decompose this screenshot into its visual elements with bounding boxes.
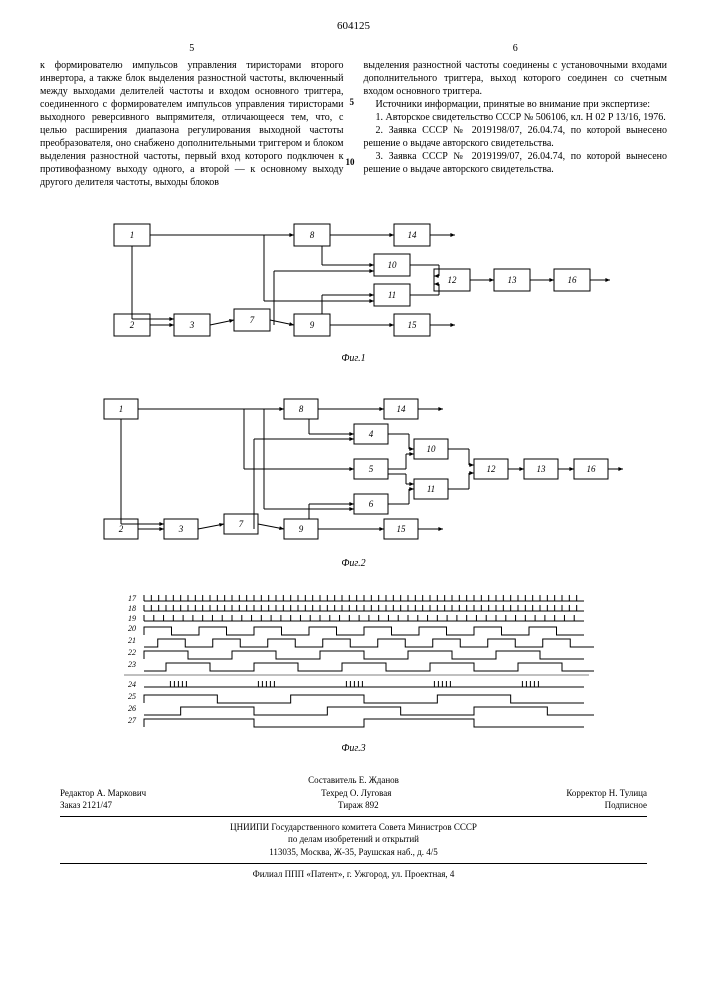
- svg-text:24: 24: [128, 680, 136, 689]
- order: Заказ 2121/47: [60, 799, 112, 812]
- svg-text:4: 4: [368, 429, 373, 439]
- composer: Составитель Е. Жданов: [40, 774, 667, 787]
- svg-text:14: 14: [396, 404, 406, 414]
- svg-text:8: 8: [309, 230, 314, 240]
- svg-text:8: 8: [298, 404, 303, 414]
- org2: по делам изобретений и открытий: [40, 833, 667, 846]
- svg-text:1: 1: [118, 404, 123, 414]
- svg-text:3: 3: [177, 524, 183, 534]
- svg-text:15: 15: [407, 320, 417, 330]
- footer: Составитель Е. Жданов Редактор А. Марков…: [40, 774, 667, 880]
- svg-text:10: 10: [426, 444, 436, 454]
- svg-text:16: 16: [586, 464, 596, 474]
- svg-text:27: 27: [128, 716, 137, 725]
- corrector: Корректор Н. Тулица: [566, 787, 647, 800]
- tirage: Тираж 892: [338, 799, 379, 812]
- svg-text:26: 26: [128, 704, 136, 713]
- svg-text:7: 7: [249, 315, 254, 325]
- figure-3: 17181920 21 22 23 24 25 26 27: [114, 589, 594, 739]
- addr1: 113035, Москва, Ж-35, Раушская наб., д. …: [40, 846, 667, 859]
- svg-text:5: 5: [368, 464, 373, 474]
- svg-text:21: 21: [128, 636, 136, 645]
- svg-text:15: 15: [396, 524, 406, 534]
- svg-text:25: 25: [128, 692, 136, 701]
- svg-text:11: 11: [426, 484, 434, 494]
- text-columns: 5 к формирователю импульсов управления т…: [40, 42, 667, 189]
- right-column: 5 10 6 выделения разностной частоты соед…: [364, 42, 668, 189]
- svg-text:2: 2: [129, 320, 134, 330]
- right-text-4: 2. Заявка СССР № 2019198/07, 26.04.74, п…: [364, 124, 668, 150]
- svg-text:12: 12: [486, 464, 496, 474]
- fig3-label: Фиг.3: [40, 743, 667, 754]
- svg-text:6: 6: [368, 499, 373, 509]
- svg-text:2: 2: [118, 524, 123, 534]
- left-col-number: 5: [40, 42, 344, 55]
- figure-1: 12378910111213141516: [94, 209, 614, 349]
- doc-number: 604125: [40, 20, 667, 32]
- addr2: Филиал ППП «Патент», г. Ужгород, ул. Про…: [40, 868, 667, 881]
- org1: ЦНИИПИ Государственного комитета Совета …: [40, 821, 667, 834]
- svg-text:3: 3: [188, 320, 194, 330]
- svg-text:11: 11: [387, 290, 395, 300]
- sub: Подписное: [605, 799, 647, 812]
- svg-text:16: 16: [567, 275, 577, 285]
- svg-text:19: 19: [128, 614, 136, 623]
- line-marker-10: 10: [346, 157, 355, 169]
- svg-text:12: 12: [447, 275, 457, 285]
- tech: Техред О. Луговая: [321, 787, 391, 800]
- svg-text:22: 22: [128, 648, 136, 657]
- right-text-2: Источники информации, принятые во вниман…: [364, 98, 668, 111]
- svg-text:9: 9: [298, 524, 303, 534]
- right-text-1: выделения разностной частоты соединены с…: [364, 59, 668, 98]
- right-text-3: 1. Авторское свидетельство СССР № 506106…: [364, 111, 668, 124]
- svg-text:7: 7: [238, 519, 243, 529]
- svg-text:13: 13: [536, 464, 546, 474]
- svg-text:13: 13: [507, 275, 517, 285]
- svg-text:18: 18: [128, 604, 136, 613]
- svg-text:1: 1: [129, 230, 134, 240]
- left-column: 5 к формирователю импульсов управления т…: [40, 42, 344, 189]
- svg-text:23: 23: [128, 660, 136, 669]
- line-marker-5: 5: [350, 97, 355, 109]
- fig2-label: Фиг.2: [40, 558, 667, 569]
- right-text-5: 3. Заявка СССР № 2019199/07, 26.04.74, п…: [364, 150, 668, 176]
- svg-text:20: 20: [128, 624, 136, 633]
- svg-text:14: 14: [407, 230, 417, 240]
- fig1-label: Фиг.1: [40, 353, 667, 364]
- right-col-number: 6: [364, 42, 668, 55]
- left-col-text: к формирователю импульсов управления тир…: [40, 59, 344, 189]
- figure-2: 12345678910111213141516: [84, 384, 624, 554]
- svg-text:17: 17: [128, 594, 137, 603]
- svg-text:9: 9: [309, 320, 314, 330]
- editor: Редактор А. Маркович: [60, 787, 146, 800]
- svg-text:10: 10: [387, 260, 397, 270]
